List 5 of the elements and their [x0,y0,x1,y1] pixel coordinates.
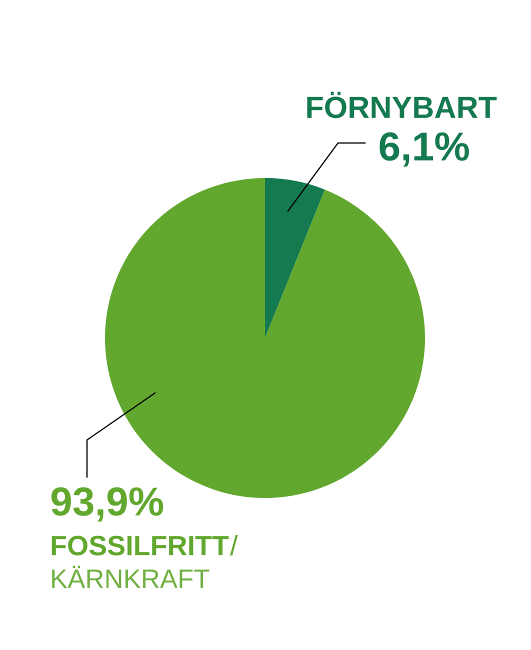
pie-slice [265,178,325,338]
data-label: 93,9% [51,487,164,522]
data-label: 6,1% [380,132,469,167]
slice-label: FOSSILFRITT/KÄRNKRAFT [52,535,238,588]
slice-label: FÖRNYBART [307,92,497,118]
